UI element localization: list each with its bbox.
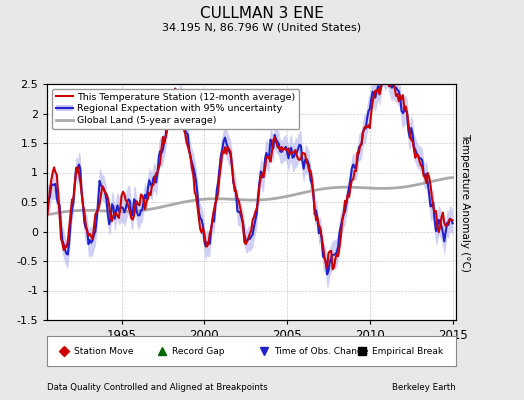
Y-axis label: Temperature Anomaly (°C): Temperature Anomaly (°C) — [460, 132, 470, 272]
Text: Station Move: Station Move — [74, 346, 133, 356]
Text: Empirical Break: Empirical Break — [372, 346, 443, 356]
Text: CULLMAN 3 ENE: CULLMAN 3 ENE — [200, 6, 324, 21]
Text: Time of Obs. Change: Time of Obs. Change — [274, 346, 368, 356]
Text: 34.195 N, 86.796 W (United States): 34.195 N, 86.796 W (United States) — [162, 22, 362, 32]
Text: Record Gap: Record Gap — [172, 346, 224, 356]
Text: Berkeley Earth: Berkeley Earth — [392, 383, 456, 392]
Legend: This Temperature Station (12-month average), Regional Expectation with 95% uncer: This Temperature Station (12-month avera… — [52, 89, 299, 129]
Text: Data Quality Controlled and Aligned at Breakpoints: Data Quality Controlled and Aligned at B… — [47, 383, 268, 392]
